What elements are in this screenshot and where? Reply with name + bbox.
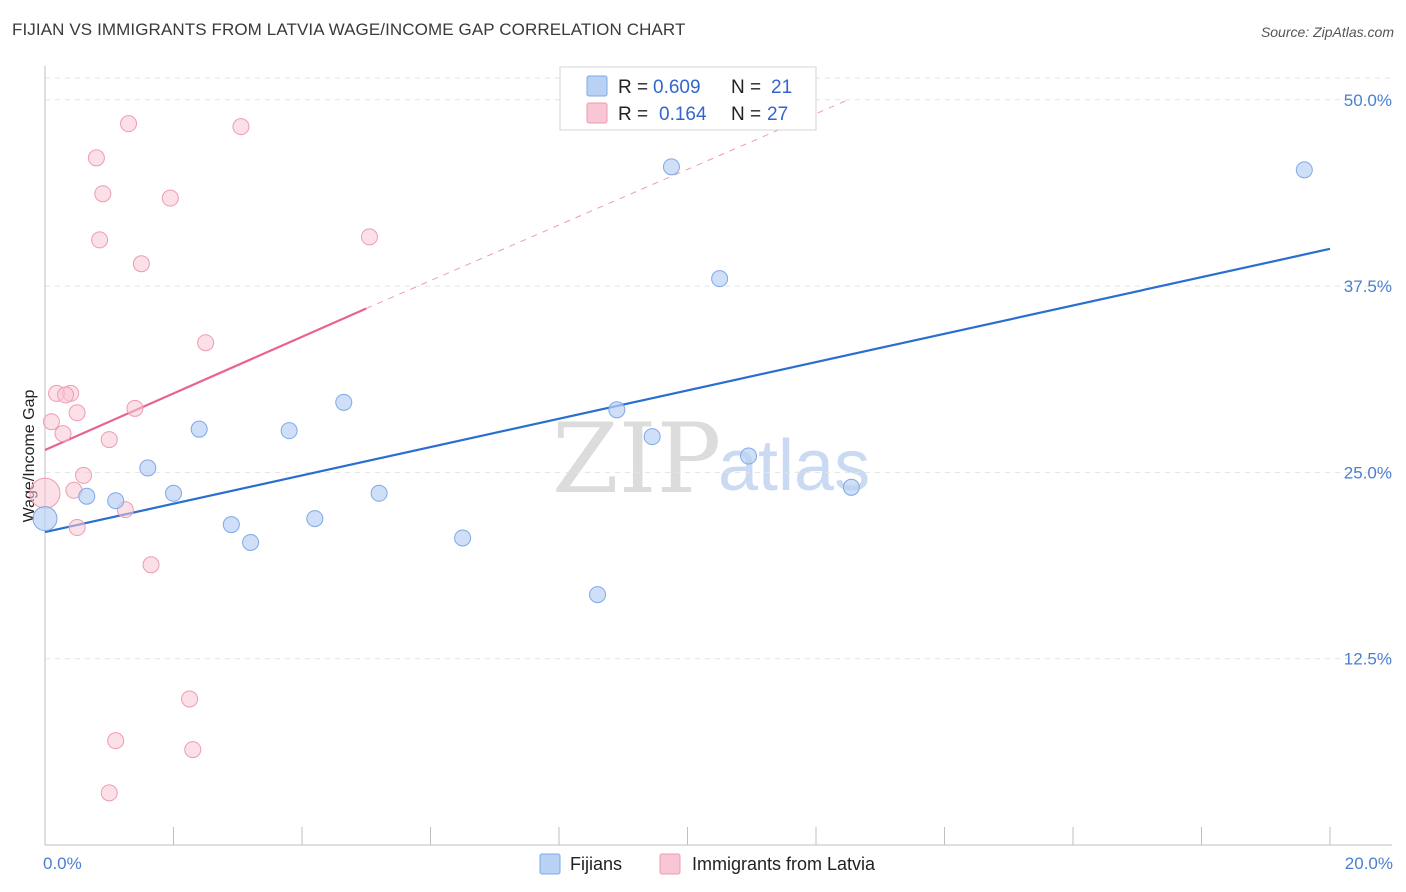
fijians-point (454, 529, 472, 547)
latvia-point (42, 413, 60, 431)
axes (44, 66, 1392, 846)
bottom-legend-swatch-fijians (539, 853, 561, 875)
legend-n-value-fijians: 21 (771, 77, 792, 98)
tick-labels: 12.5% 25.0% 37.5% 50.0% 0.0% 20.0% (43, 91, 1393, 873)
bottom-legend-fijians: Fijians (570, 854, 622, 874)
fijians-point (711, 270, 729, 288)
data-points (29, 115, 1313, 802)
y-tick-label: 50.0% (1344, 91, 1392, 110)
latvia-point (232, 118, 250, 136)
latvia-point (142, 556, 160, 574)
latvia-point (120, 115, 138, 133)
fijians-point (165, 484, 182, 502)
fijians-point (306, 510, 324, 528)
latvia-point (360, 228, 378, 246)
fijians-point (242, 533, 260, 551)
watermark-zip: ZIP (552, 403, 721, 515)
chart-title: FIJIAN VS IMMIGRANTS FROM LATVIA WAGE/IN… (12, 20, 686, 39)
latvia-point (57, 386, 75, 404)
latvia-point (184, 741, 202, 759)
legend-n-label-latvia: N = (731, 104, 761, 125)
legend-n-value-latvia: 27 (767, 104, 788, 125)
latvia-trendline (44, 307, 367, 452)
latvia-point (75, 466, 93, 484)
latvia-point (100, 431, 118, 449)
fijians-point (190, 420, 208, 438)
latvia-point (54, 425, 72, 443)
fijians-point (280, 422, 298, 440)
fijians-point (78, 487, 96, 505)
y-tick-label: 37.5% (1344, 277, 1392, 296)
fijians-point (589, 586, 607, 604)
bottom-legend-latvia: Immigrants from Latvia (692, 854, 876, 874)
latvia-point (68, 404, 86, 422)
fijians-point (107, 492, 125, 510)
fijians-point (608, 401, 626, 419)
fijians-point (222, 516, 240, 534)
grid-lines (45, 77, 1392, 660)
legend-r-value-fijians: 0.609 (653, 77, 701, 98)
fijians-trendline (44, 247, 1331, 534)
latvia-point (87, 149, 105, 167)
source-label: Source: ZipAtlas.com (1260, 24, 1394, 40)
fijians-point (32, 506, 58, 532)
legend: R = 0.609 N = 21 R = 0.164 N = 27 (559, 66, 817, 131)
latvia-point (197, 334, 215, 352)
bottom-legend-swatch-latvia (659, 853, 681, 875)
latvia-point (126, 399, 144, 417)
y-tick-label: 25.0% (1344, 463, 1392, 482)
latvia-point (100, 784, 118, 802)
legend-r-label-fijians: R = (618, 77, 648, 98)
trendlines (44, 99, 1331, 534)
fijians-point (662, 158, 680, 176)
latvia-point (161, 189, 179, 207)
fijians-point (1295, 161, 1313, 179)
legend-swatch-latvia (586, 102, 608, 124)
x-tick-label-max: 20.0% (1345, 854, 1393, 873)
latvia-point (181, 690, 199, 708)
legend-r-value-latvia: 0.164 (659, 104, 707, 125)
legend-r-label-latvia: R = (618, 104, 648, 125)
fijians-point (740, 447, 758, 465)
y-tick-label: 12.5% (1344, 650, 1392, 669)
bottom-legend: Fijians Immigrants from Latvia (539, 853, 876, 875)
legend-n-label-fijians: N = (731, 77, 761, 98)
fijians-point (370, 484, 388, 502)
latvia-point (107, 732, 125, 750)
legend-swatch-fijians (586, 75, 608, 97)
fijians-point (643, 428, 661, 446)
fijians-point (139, 459, 157, 477)
fijians-point (335, 393, 353, 411)
latvia-point (91, 231, 109, 249)
latvia-point (29, 477, 61, 509)
latvia-point (132, 255, 150, 273)
latvia-point (94, 185, 112, 203)
latvia-point (68, 519, 86, 537)
latvia-trendline-extension (366, 99, 849, 309)
fijians-point (842, 478, 860, 496)
x-tick-label-min: 0.0% (43, 854, 82, 873)
